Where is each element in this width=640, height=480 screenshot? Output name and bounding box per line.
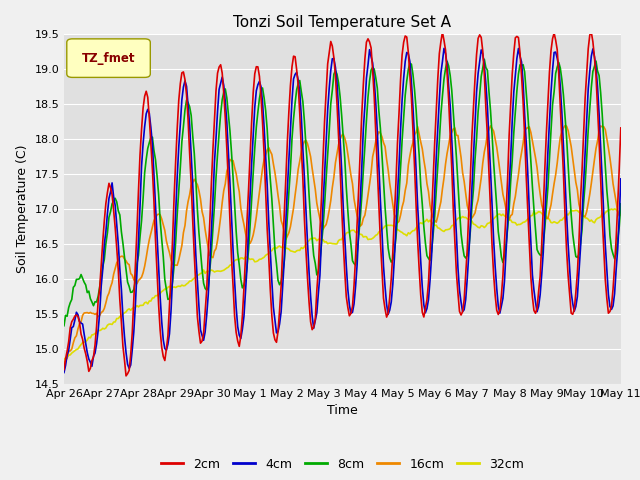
Legend: 2cm, 4cm, 8cm, 16cm, 32cm: 2cm, 4cm, 8cm, 16cm, 32cm bbox=[156, 453, 529, 476]
Y-axis label: Soil Temperature (C): Soil Temperature (C) bbox=[16, 144, 29, 273]
Text: TZ_fmet: TZ_fmet bbox=[82, 52, 135, 65]
X-axis label: Time: Time bbox=[327, 405, 358, 418]
FancyBboxPatch shape bbox=[67, 39, 150, 77]
Title: Tonzi Soil Temperature Set A: Tonzi Soil Temperature Set A bbox=[234, 15, 451, 30]
